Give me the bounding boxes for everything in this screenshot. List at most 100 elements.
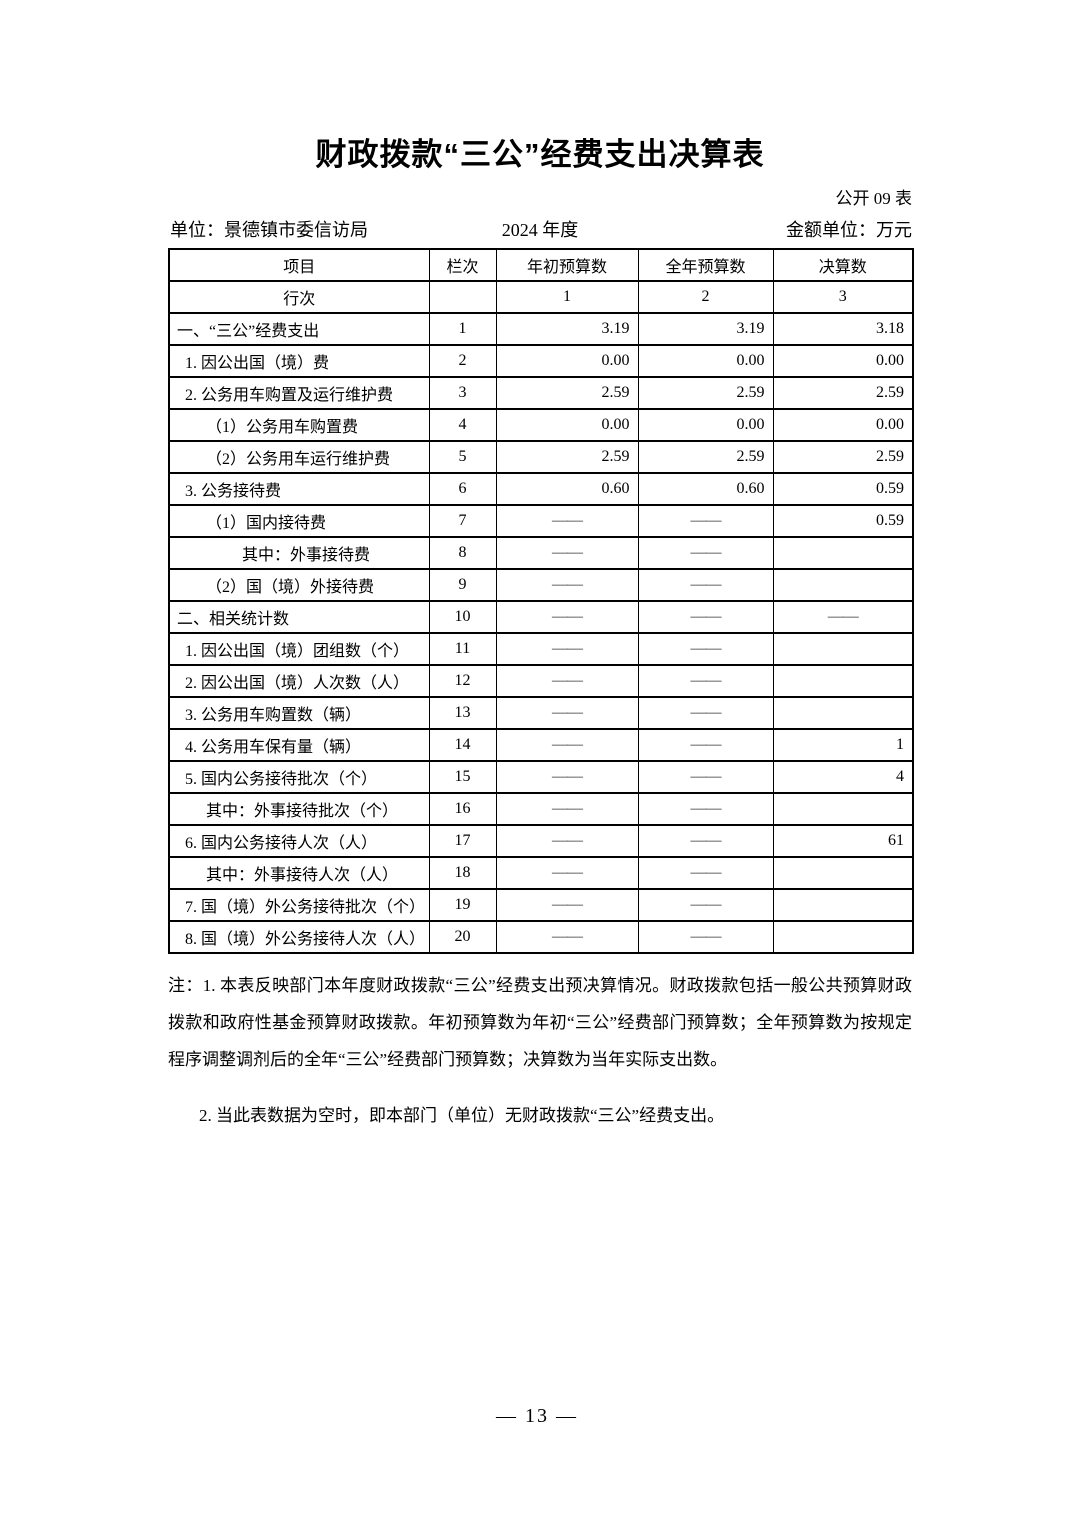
item-cell: （1）公务用车购置费 [168,408,430,442]
annual-budget-cell: —— [637,792,774,826]
line-number-cell: 15 [428,760,497,794]
table-row: （1）国内接待费 7 —— —— 0.59 [168,504,914,538]
item-cell: （2）公务用车运行维护费 [168,440,430,474]
final-account-cell: 1 [772,728,914,762]
line-number-cell: 4 [428,408,497,442]
annual-budget-cell: 0.60 [637,472,774,506]
final-account-cell [772,632,914,666]
final-account-cell: 0.59 [772,504,914,538]
table-row: 1. 因公出国（境）费 2 0.00 0.00 0.00 [168,344,914,378]
final-account-cell: 2.59 [772,376,914,410]
table-row: （1）公务用车购置费 4 0.00 0.00 0.00 [168,408,914,442]
table-row: 3. 公务用车购置数（辆） 13 —— —— [168,696,914,730]
initial-budget-cell: —— [495,696,639,730]
final-account-cell: 4 [772,760,914,794]
annual-budget-cell: 2.59 [637,376,774,410]
table-row: 1. 因公出国（境）团组数（个） 11 —— —— [168,632,914,666]
final-account-cell: 0.00 [772,408,914,442]
item-cell: 6. 国内公务接待人次（人） [168,824,430,858]
line-number-cell: 13 [428,696,497,730]
final-account-cell [772,696,914,730]
initial-budget-cell: —— [495,824,639,858]
final-account-cell [772,568,914,602]
final-account-cell: 2.59 [772,440,914,474]
table-row: 二、相关统计数 10 —— —— —— [168,600,914,634]
item-cell: 二、相关统计数 [168,600,430,634]
line-number-cell: 11 [428,632,497,666]
line-number-cell: 7 [428,504,497,538]
col-header-item: 项目 [168,248,430,282]
annual-budget-cell: —— [637,856,774,890]
final-account-cell [772,920,914,954]
final-account-cell: 0.00 [772,344,914,378]
annual-budget-cell: —— [637,920,774,954]
line-number-cell: 10 [428,600,497,634]
table-row: 6. 国内公务接待人次（人） 17 —— —— 61 [168,824,914,858]
table-row: 其中：外事接待批次（个） 16 —— —— [168,792,914,826]
initial-budget-cell: —— [495,728,639,762]
table-row: 其中：外事接待人次（人） 18 —— —— [168,856,914,890]
year-label: 2024 年度 [501,220,579,240]
initial-budget-cell: —— [495,856,639,890]
initial-budget-cell: —— [495,632,639,666]
initial-budget-cell: —— [495,920,639,954]
table-row: 5. 国内公务接待批次（个） 15 —— —— 4 [168,760,914,794]
final-account-cell: —— [772,600,914,634]
initial-budget-cell: —— [495,792,639,826]
page-title: 财政拨款“三公”经费支出决算表 [315,137,765,172]
final-account-cell [772,664,914,698]
item-cell: 3. 公务接待费 [168,472,430,506]
annual-budget-cell: —— [637,824,774,858]
table-row: 8. 国（境）外公务接待人次（人） 20 —— —— [168,920,914,954]
line-number-cell: 14 [428,728,497,762]
initial-budget-cell: 0.00 [495,408,639,442]
initial-budget-cell: 2.59 [495,376,639,410]
lane-header-row: 行次 1 2 3 [168,280,914,314]
line-number-cell: 19 [428,888,497,922]
item-cell: 2. 公务用车购置及运行维护费 [168,376,430,410]
final-account-cell: 0.59 [772,472,914,506]
final-account-cell [772,536,914,570]
initial-budget-cell: —— [495,888,639,922]
initial-budget-cell: —— [495,504,639,538]
annual-budget-cell: —— [637,568,774,602]
col-header-final-account: 决算数 [772,248,914,282]
item-cell: 行次 [168,280,430,314]
initial-budget-cell: 0.60 [495,472,639,506]
item-cell: 7. 国（境）外公务接待批次（个） [168,888,430,922]
col-header-annual-budget: 全年预算数 [637,248,774,282]
line-number-cell: 20 [428,920,497,954]
item-cell: 8. 国（境）外公务接待人次（人） [168,920,430,954]
final-account-cell [772,856,914,890]
annual-budget-cell: —— [637,536,774,570]
note-2: 2. 当此表数据为空时，即本部门（单位）无财政拨款“三公”经费支出。 [199,1106,725,1125]
line-number-cell [428,280,497,314]
table-row: 2. 因公出国（境）人次数（人） 12 —— —— [168,664,914,698]
line-number-cell: 9 [428,568,497,602]
item-cell: 一、“三公”经费支出 [168,312,430,346]
annual-budget-cell: —— [637,696,774,730]
item-cell: 其中：外事接待费 [168,536,430,570]
item-cell: 4. 公务用车保有量（辆） [168,728,430,762]
line-number-cell: 2 [428,344,497,378]
document-content: 财政拨款“三公”经费支出决算表 公开 09 表 单位：景德镇市委信访局 2024… [168,0,914,1134]
item-cell: （1）国内接待费 [168,504,430,538]
item-cell: 2. 因公出国（境）人次数（人） [168,664,430,698]
line-number-cell: 12 [428,664,497,698]
col-header-initial-budget: 年初预算数 [495,248,639,282]
final-account-cell [772,888,914,922]
note-1: 注：1. 本表反映部门本年度财政拨款“三公”经费支出预决算情况。财政拨款包括一般… [168,976,912,1069]
meta-row: 单位：景德镇市委信访局 2024 年度 金额单位：万元 [168,218,912,242]
item-cell: 1. 因公出国（境）团组数（个） [168,632,430,666]
table-row: 一、“三公”经费支出 1 3.19 3.19 3.18 [168,312,914,346]
table-row: 3. 公务接待费 6 0.60 0.60 0.59 [168,472,914,506]
initial-budget-cell: —— [495,664,639,698]
table-row: 4. 公务用车保有量（辆） 14 —— —— 1 [168,728,914,762]
line-number-cell: 3 [428,376,497,410]
annual-budget-cell: —— [637,600,774,634]
table-row: （2）公务用车运行维护费 5 2.59 2.59 2.59 [168,440,914,474]
item-cell: （2）国（境）外接待费 [168,568,430,602]
item-cell: 其中：外事接待批次（个） [168,792,430,826]
annual-budget-cell: 2 [637,280,774,314]
line-number-cell: 18 [428,856,497,890]
